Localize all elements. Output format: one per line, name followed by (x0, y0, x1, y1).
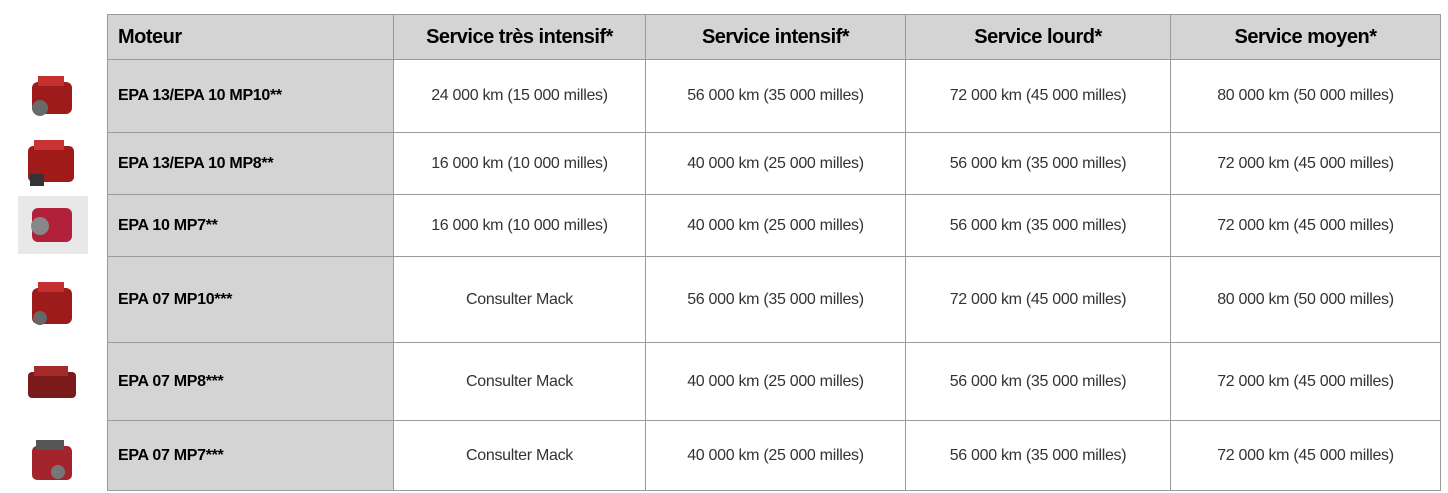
column-header: Service intensif* (646, 15, 906, 60)
engine-image (18, 196, 88, 254)
column-header: Service moyen* (1171, 15, 1441, 60)
interval-cell: 56 000 km (35 000 milles) (646, 257, 906, 343)
engine-name: EPA 07 MP10*** (108, 257, 394, 343)
column-header: Service très intensif* (394, 15, 646, 60)
interval-cell: 72 000 km (45 000 milles) (1171, 421, 1441, 491)
interval-cell: 72 000 km (45 000 milles) (1171, 195, 1441, 257)
engine-image (18, 68, 88, 128)
interval-cell: 56 000 km (35 000 milles) (906, 195, 1171, 257)
interval-cell: 56 000 km (35 000 milles) (646, 60, 906, 133)
interval-cell: Consulter Mack (394, 257, 646, 343)
table-row: EPA 13/EPA 10 MP8**16 000 km (10 000 mil… (108, 133, 1441, 195)
engine-image (18, 276, 88, 336)
engine-image (18, 134, 88, 194)
interval-cell: 56 000 km (35 000 milles) (906, 343, 1171, 421)
interval-cell: Consulter Mack (394, 421, 646, 491)
interval-cell: 56 000 km (35 000 milles) (906, 133, 1171, 195)
engine-name: EPA 10 MP7** (108, 195, 394, 257)
engine-name: EPA 07 MP7*** (108, 421, 394, 491)
engine-name: EPA 07 MP8*** (108, 343, 394, 421)
interval-cell: 72 000 km (45 000 milles) (1171, 343, 1441, 421)
interval-cell: Consulter Mack (394, 343, 646, 421)
interval-cell: 40 000 km (25 000 milles) (646, 133, 906, 195)
table-row: EPA 13/EPA 10 MP10**24 000 km (15 000 mi… (108, 60, 1441, 133)
interval-cell: 72 000 km (45 000 milles) (906, 60, 1171, 133)
page: MoteurService très intensif*Service inte… (0, 0, 1448, 493)
engine-image (18, 434, 88, 490)
interval-cell: 56 000 km (35 000 milles) (906, 421, 1171, 491)
interval-cell: 40 000 km (25 000 milles) (646, 343, 906, 421)
interval-cell: 40 000 km (25 000 milles) (646, 421, 906, 491)
column-header: Moteur (108, 15, 394, 60)
interval-cell: 80 000 km (50 000 milles) (1171, 257, 1441, 343)
engine-name: EPA 13/EPA 10 MP8** (108, 133, 394, 195)
interval-cell: 40 000 km (25 000 milles) (646, 195, 906, 257)
engine-name: EPA 13/EPA 10 MP10** (108, 60, 394, 133)
interval-cell: 72 000 km (45 000 milles) (1171, 133, 1441, 195)
table-row: EPA 10 MP7**16 000 km (10 000 milles)40 … (108, 195, 1441, 257)
interval-cell: 16 000 km (10 000 milles) (394, 133, 646, 195)
column-header: Service lourd* (906, 15, 1171, 60)
interval-cell: 24 000 km (15 000 milles) (394, 60, 646, 133)
interval-cell: 80 000 km (50 000 milles) (1171, 60, 1441, 133)
engine-image (18, 356, 88, 412)
interval-cell: 72 000 km (45 000 milles) (906, 257, 1171, 343)
interval-cell: 16 000 km (10 000 milles) (394, 195, 646, 257)
